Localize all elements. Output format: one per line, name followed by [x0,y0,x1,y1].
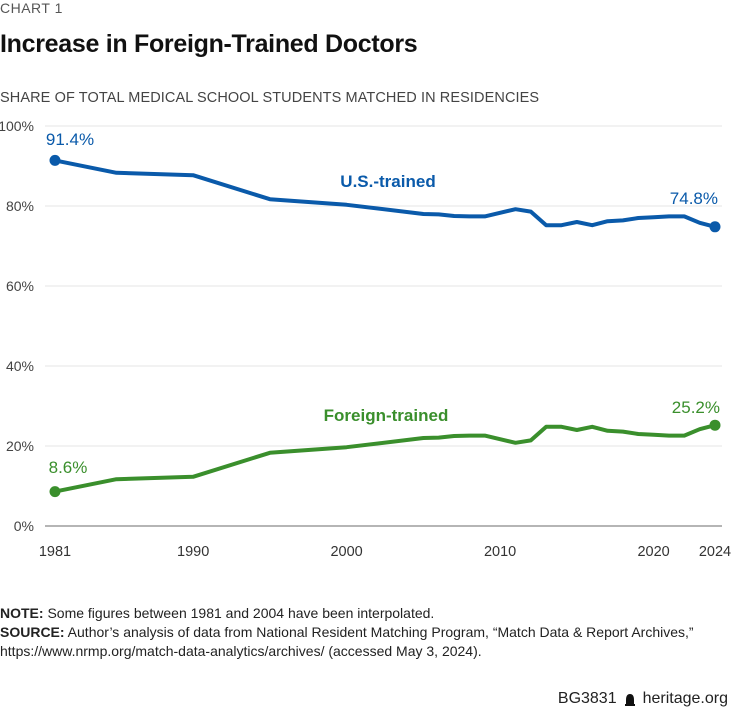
y-tick-label: 40% [6,358,34,374]
y-tick-label: 0% [14,518,34,534]
report-code: BG3831 [557,690,617,707]
chart-title: Increase in Foreign-Trained Doctors [0,30,418,58]
line-chart: 0% 20% 40% 60% 80% 100% 1981 1990 2000 2010 2020 2… [0,118,731,560]
x-tick-label: 2024 [699,544,731,560]
series-line-0 [53,158,717,229]
series-line-1 [53,423,717,494]
source-url: https://www.nrmp.org/match-data-analytic… [0,643,482,659]
liberty-bell-icon [624,694,635,706]
start-point-marker [49,154,61,166]
x-tick-label: 1990 [177,544,209,560]
end-point-marker [709,419,721,431]
source-line: SOURCE: Author’s analysis of data from N… [0,623,734,642]
x-tick-label: 2020 [637,544,669,560]
start-value-label: 8.6% [49,458,88,477]
x-tick-label: 2000 [330,544,362,560]
site-link[interactable]: heritage.org [642,690,728,707]
source-label: SOURCE: [0,624,65,640]
footer: BG3831 heritage.org [558,690,728,708]
start-value-label: 91.4% [46,130,94,149]
x-tick-label: 2010 [484,544,516,560]
series-name-label: Foreign-trained [324,406,449,425]
gridlines [45,125,722,527]
note-line: NOTE: Some figures between 1981 and 2004… [0,604,734,623]
x-tick-label: 1981 [39,544,71,560]
series-lines [49,154,721,498]
chart-subtitle: SHARE OF TOTAL MEDICAL SCHOOL STUDENTS M… [0,90,540,106]
x-axis-ticks: 1981 1990 2000 2010 2020 2024 [39,544,731,560]
note-text: Some figures between 1981 and 2004 have … [43,605,435,621]
series-labels: U.S.-trained 91.4% 74.8% Foreign-trained 8.6… [46,130,720,477]
y-tick-label: 20% [6,438,34,454]
y-tick-label: 60% [6,278,34,294]
end-value-label: 25.2% [672,398,720,417]
y-axis-ticks: 0% 20% 40% 60% 80% 100% [0,118,34,534]
chart-kicker: CHART 1 [0,0,63,16]
note-label: NOTE: [0,605,44,621]
y-tick-label: 80% [6,198,34,214]
series-name-label: U.S.-trained [340,172,435,191]
end-value-label: 74.8% [670,189,718,208]
notes: NOTE: Some figures between 1981 and 2004… [0,604,734,661]
source-text: Author’s analysis of data from National … [64,624,694,640]
y-tick-label: 100% [0,118,34,134]
start-point-marker [49,486,61,498]
end-point-marker [709,221,721,233]
